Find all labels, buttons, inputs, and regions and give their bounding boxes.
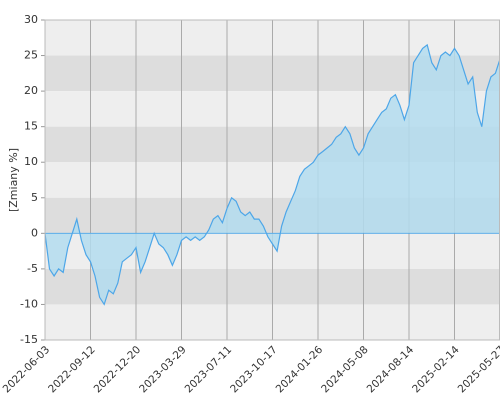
x-tick-label: 2022-12-20	[92, 344, 144, 396]
y-tick-label: -10	[20, 297, 38, 310]
x-tick-label: 2023-03-29	[137, 344, 189, 396]
x-tick-label: 2025-02-14	[410, 344, 462, 396]
y-tick-label: 25	[24, 49, 38, 62]
y-tick-label: 30	[24, 13, 38, 26]
y-tick-label: -15	[20, 333, 38, 346]
x-tick-label: 2022-06-03	[1, 344, 53, 396]
line	[44, 43, 500, 306]
area	[45, 44, 500, 305]
y-tick-label: 20	[24, 84, 38, 97]
y-axis-label: [Zmiany %]	[7, 148, 20, 212]
x-tick-label: 2024-01-26	[274, 344, 326, 396]
x-tick-label: 2024-05-08	[319, 344, 371, 396]
y-tick-label: 15	[24, 120, 38, 133]
y-tick-label: 10	[24, 155, 38, 168]
x-tick-label: 2024-08-14	[365, 344, 417, 396]
x-tick-label: 2023-07-11	[183, 344, 235, 396]
y-tick-label: -5	[27, 262, 38, 275]
x-tick-label: 2025-05-27	[456, 344, 500, 396]
x-tick-label: 2022-09-12	[46, 344, 98, 396]
y-tick-label: 0	[31, 226, 38, 239]
y-tick-label: 5	[31, 191, 38, 204]
x-tick-label: 2023-10-17	[228, 344, 280, 396]
